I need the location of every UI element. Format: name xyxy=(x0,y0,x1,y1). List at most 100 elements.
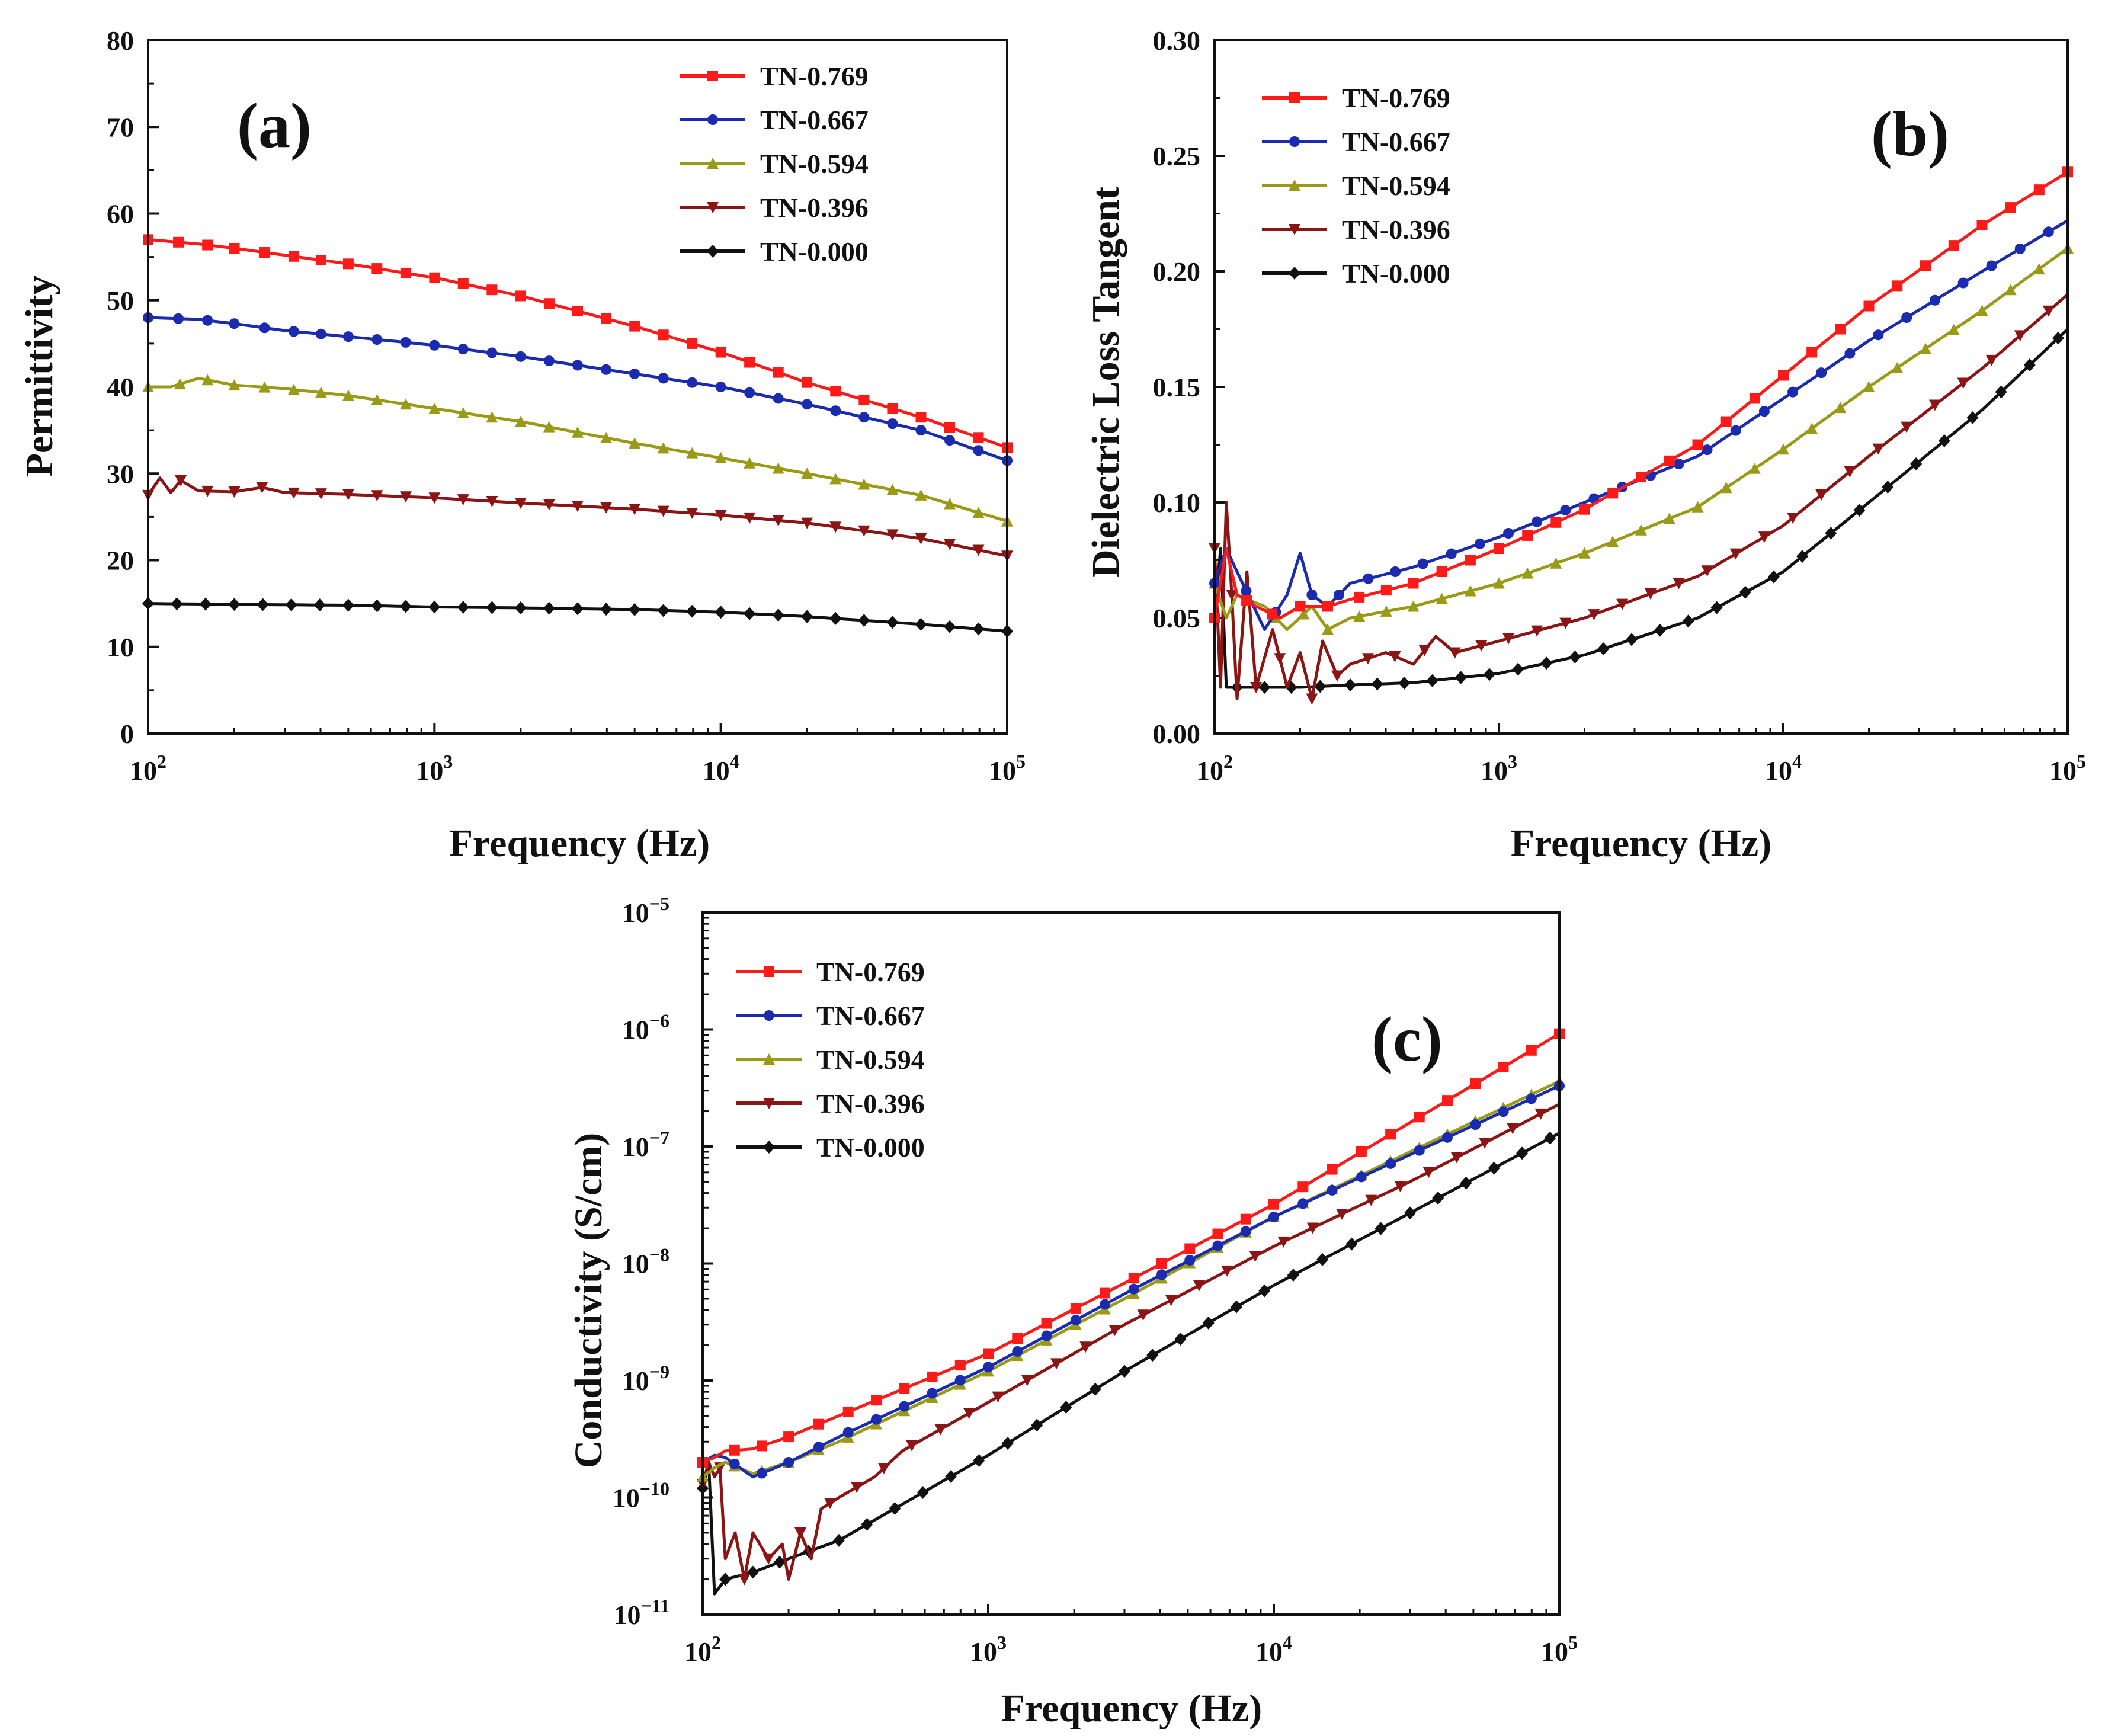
data-point xyxy=(1334,590,1345,600)
data-point xyxy=(601,313,612,324)
data-point xyxy=(1441,1095,1453,1106)
y-tick-label: 40 xyxy=(107,372,134,402)
data-point xyxy=(486,411,498,423)
data-point xyxy=(1422,1167,1435,1178)
data-point xyxy=(1398,676,1411,690)
data-point xyxy=(870,1414,882,1425)
data-point xyxy=(1488,1161,1500,1175)
y-tick-label: 50 xyxy=(107,286,134,316)
y-tick-label: 10−6 xyxy=(622,1010,669,1045)
data-point xyxy=(229,318,240,329)
data-point xyxy=(1449,647,1461,659)
data-point xyxy=(1362,653,1375,665)
data-point xyxy=(1844,348,1856,359)
data-point xyxy=(1460,1176,1472,1190)
data-point xyxy=(1380,605,1392,617)
data-point xyxy=(1274,653,1286,665)
data-point xyxy=(746,1565,759,1579)
data-point xyxy=(543,421,555,433)
data-point xyxy=(1241,595,1252,606)
data-point xyxy=(228,486,241,498)
data-point xyxy=(915,425,927,436)
data-point xyxy=(2014,243,2026,254)
data-point xyxy=(315,328,326,339)
data-point xyxy=(515,351,526,362)
legend-marker xyxy=(763,1098,775,1109)
data-point xyxy=(1417,558,1428,569)
legend-marker xyxy=(1289,92,1300,103)
panel-a-series xyxy=(142,234,1013,638)
data-point xyxy=(2004,284,2017,296)
data-point xyxy=(783,1457,794,1468)
data-point xyxy=(515,290,526,302)
data-point xyxy=(973,432,984,443)
data-point xyxy=(1673,459,1684,469)
data-point xyxy=(1872,443,1885,455)
data-point xyxy=(2014,330,2026,342)
legend-label: TN-0.769 xyxy=(760,61,869,91)
data-point xyxy=(315,255,326,266)
data-point xyxy=(1901,421,1913,433)
legend-item: TN-0.769 xyxy=(680,61,869,91)
data-point xyxy=(744,357,755,368)
data-point xyxy=(715,382,726,392)
legend-marker xyxy=(1289,267,1300,280)
data-point xyxy=(173,236,184,248)
legend-marker xyxy=(707,158,719,169)
data-point xyxy=(744,607,756,620)
data-point xyxy=(886,483,899,495)
data-point xyxy=(1498,1061,1509,1072)
data-point xyxy=(829,611,842,625)
x-tick-label: 105 xyxy=(989,751,1026,786)
data-point xyxy=(371,599,383,613)
y-tick-label: 70 xyxy=(107,112,134,142)
legend-label: TN-0.594 xyxy=(1342,171,1450,201)
data-point xyxy=(486,496,498,508)
data-point xyxy=(944,498,956,510)
data-point xyxy=(1344,678,1357,692)
data-point xyxy=(687,338,698,349)
data-point xyxy=(201,485,214,497)
data-point xyxy=(851,1482,863,1494)
data-point xyxy=(1938,434,1950,447)
series-TN-0.000 xyxy=(142,597,1013,638)
data-point xyxy=(1322,601,1334,612)
data-point xyxy=(2042,305,2055,317)
legend-item: TN-0.667 xyxy=(680,105,869,135)
data-point xyxy=(1503,528,1514,539)
legend-label: TN-0.769 xyxy=(816,957,925,987)
legend-item: TN-0.769 xyxy=(736,957,925,987)
data-point xyxy=(1464,585,1476,597)
data-point xyxy=(1995,385,2007,399)
series-TN-0.769 xyxy=(143,234,1013,453)
legend-item: TN-0.769 xyxy=(1262,83,1450,113)
data-point xyxy=(1226,590,1238,601)
series-TN-0.594 xyxy=(1209,242,2074,635)
data-point xyxy=(1306,590,1318,600)
data-point xyxy=(174,378,186,390)
data-point xyxy=(715,510,727,521)
data-point xyxy=(259,322,270,334)
x-tick-label: 103 xyxy=(1481,751,1517,786)
legend-label: TN-0.000 xyxy=(1342,258,1450,289)
panel-a-legend: TN-0.769 TN-0.667 TN-0.594 TN-0.396 TN-0.000 xyxy=(680,61,869,267)
data-point xyxy=(686,604,699,618)
y-tick-label: 30 xyxy=(107,459,134,489)
panel-c-series xyxy=(697,1028,1565,1596)
data-point xyxy=(1060,1401,1072,1414)
data-point xyxy=(858,394,870,405)
data-point xyxy=(686,508,699,520)
data-point xyxy=(1815,489,1828,501)
data-point xyxy=(1174,1333,1187,1346)
data-point xyxy=(738,1574,751,1586)
data-point xyxy=(315,386,327,398)
data-point xyxy=(813,1442,825,1453)
data-point xyxy=(288,251,299,262)
data-point xyxy=(1526,1093,1537,1104)
data-point xyxy=(342,331,354,342)
data-point xyxy=(729,1444,740,1456)
data-point xyxy=(1353,610,1366,622)
data-point xyxy=(1156,1269,1167,1280)
data-point xyxy=(1465,555,1476,566)
data-point xyxy=(762,1553,775,1565)
